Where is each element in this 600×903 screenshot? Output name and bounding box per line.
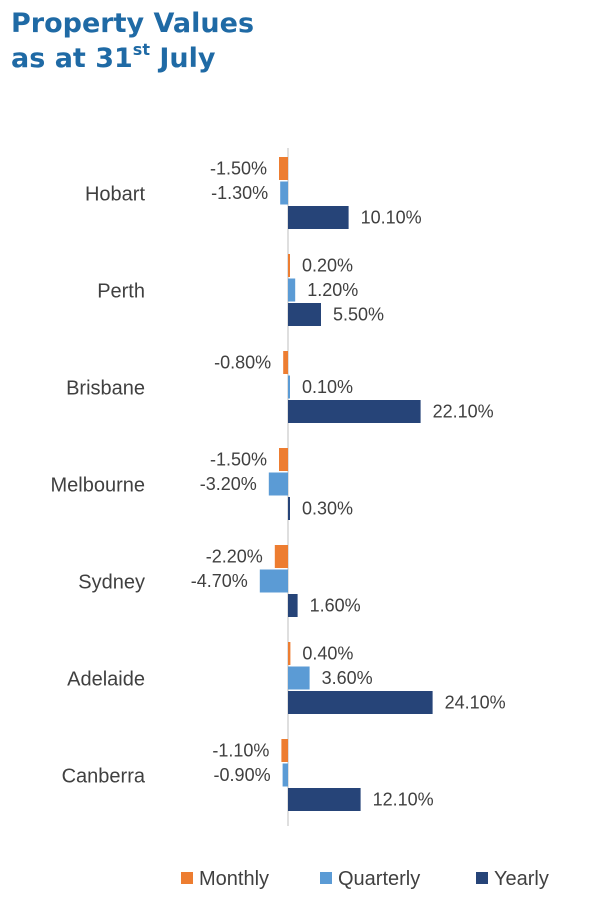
data-label-yearly: 0.30% xyxy=(302,499,353,519)
data-label-quarterly: -1.30% xyxy=(211,183,268,203)
data-label-yearly: 1.60% xyxy=(310,596,361,616)
bar-quarterly xyxy=(288,278,296,302)
bar-quarterly xyxy=(259,569,288,593)
data-label-quarterly: 3.60% xyxy=(322,668,373,688)
category-label: Sydney xyxy=(78,572,145,594)
legend-item-yearly: Yearly xyxy=(476,868,549,890)
data-label-yearly: 10.10% xyxy=(361,208,422,228)
category-label: Perth xyxy=(97,281,145,303)
legend: Monthly Quarterly Yearly xyxy=(181,868,549,890)
bar-yearly xyxy=(288,497,290,520)
bar-quarterly xyxy=(288,666,310,690)
bar-yearly xyxy=(288,303,321,326)
legend-swatch xyxy=(181,872,193,884)
legend-label: Yearly xyxy=(494,868,549,890)
legend-label: Monthly xyxy=(199,868,269,890)
legend-swatch xyxy=(320,872,332,884)
category-group-hobart: Hobart -1.50% -1.30% 10.10% xyxy=(85,157,422,229)
data-label-quarterly: -3.20% xyxy=(200,474,257,494)
bar-monthly xyxy=(288,642,291,665)
category-label: Brisbane xyxy=(66,378,145,400)
data-label-monthly: -1.50% xyxy=(210,450,267,470)
bar-monthly xyxy=(279,448,288,471)
category-label: Canberra xyxy=(62,766,146,788)
data-label-monthly: -1.10% xyxy=(212,741,269,761)
data-label-monthly: -2.20% xyxy=(206,547,263,567)
category-label: Adelaide xyxy=(67,669,145,691)
data-label-yearly: 24.10% xyxy=(445,693,506,713)
bar-yearly xyxy=(288,788,361,811)
bar-quarterly xyxy=(288,375,290,399)
bar-monthly xyxy=(281,739,288,762)
bar-monthly xyxy=(279,157,288,180)
data-label-monthly: 0.40% xyxy=(302,644,353,664)
data-label-monthly: -0.80% xyxy=(214,353,271,373)
bar-yearly xyxy=(288,594,298,617)
title-superscript: st xyxy=(132,40,150,59)
bar-monthly xyxy=(274,545,288,568)
bar-quarterly xyxy=(268,472,288,496)
category-group-melbourne: Melbourne -1.50% -3.20% 0.30% xyxy=(50,448,353,520)
data-label-quarterly: 1.20% xyxy=(307,280,358,300)
bar-yearly xyxy=(288,400,421,423)
bar-yearly xyxy=(288,691,433,714)
data-label-quarterly: -0.90% xyxy=(214,765,271,785)
category-label: Hobart xyxy=(85,184,145,206)
legend-label: Quarterly xyxy=(338,868,420,890)
data-label-yearly: 22.10% xyxy=(433,402,494,422)
category-label: Melbourne xyxy=(50,475,145,497)
category-group-brisbane: Brisbane -0.80% 0.10% 22.10% xyxy=(66,351,494,423)
chart-title: Property Values as at 31st July xyxy=(11,6,254,76)
data-label-monthly: 0.20% xyxy=(302,256,353,276)
legend-item-monthly: Monthly xyxy=(181,868,269,890)
legend-swatch xyxy=(476,872,488,884)
bar-monthly xyxy=(283,351,288,374)
category-group-sydney: Sydney -2.20% -4.70% 1.60% xyxy=(78,545,361,617)
bar-quarterly xyxy=(280,181,288,205)
title-line-1: Property Values xyxy=(11,8,255,39)
legend-item-quarterly: Quarterly xyxy=(320,868,420,890)
data-label-yearly: 5.50% xyxy=(333,305,384,325)
bar-yearly xyxy=(288,206,349,229)
data-label-yearly: 12.10% xyxy=(373,790,434,810)
category-group-canberra: Canberra -1.10% -0.90% 12.10% xyxy=(62,739,434,811)
title-line-2: as at 31st July xyxy=(11,40,216,75)
category-group-adelaide: Adelaide 0.40% 3.60% 24.10% xyxy=(67,642,506,714)
data-label-quarterly: -4.70% xyxy=(191,571,248,591)
bar-monthly xyxy=(288,254,290,277)
data-label-monthly: -1.50% xyxy=(210,159,267,179)
bar-quarterly xyxy=(282,763,288,787)
category-group-perth: Perth 0.20% 1.20% 5.50% xyxy=(97,254,384,326)
data-label-quarterly: 0.10% xyxy=(302,377,353,397)
